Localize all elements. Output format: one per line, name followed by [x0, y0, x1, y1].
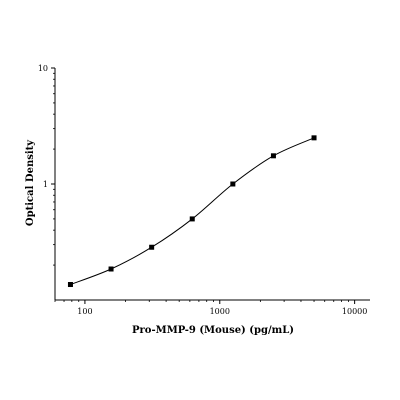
data-point: [189, 216, 195, 222]
x-tick-label: 10000: [342, 307, 367, 316]
data-point: [108, 266, 114, 272]
fit-curve: [70, 137, 315, 285]
x-tick-label: 100: [77, 307, 92, 316]
data-point: [67, 282, 73, 288]
fit-curve-layer: [70, 137, 315, 285]
y-tick-label: 10: [38, 64, 48, 73]
x-axis-title: Pro-MMP-9 (Mouse) (pg/mL): [132, 325, 294, 336]
data-point: [311, 135, 317, 141]
axes: [54, 68, 370, 301]
axis-ticks: 100 1000 10000 1 10: [38, 64, 368, 316]
y-tick-label: 1: [43, 180, 48, 189]
data-point: [149, 244, 155, 250]
data-point: [230, 181, 236, 187]
y-axis-title: Optical Density: [25, 139, 36, 226]
data-points: [67, 135, 317, 288]
x-tick-label: 1000: [210, 307, 230, 316]
data-point: [270, 153, 276, 159]
